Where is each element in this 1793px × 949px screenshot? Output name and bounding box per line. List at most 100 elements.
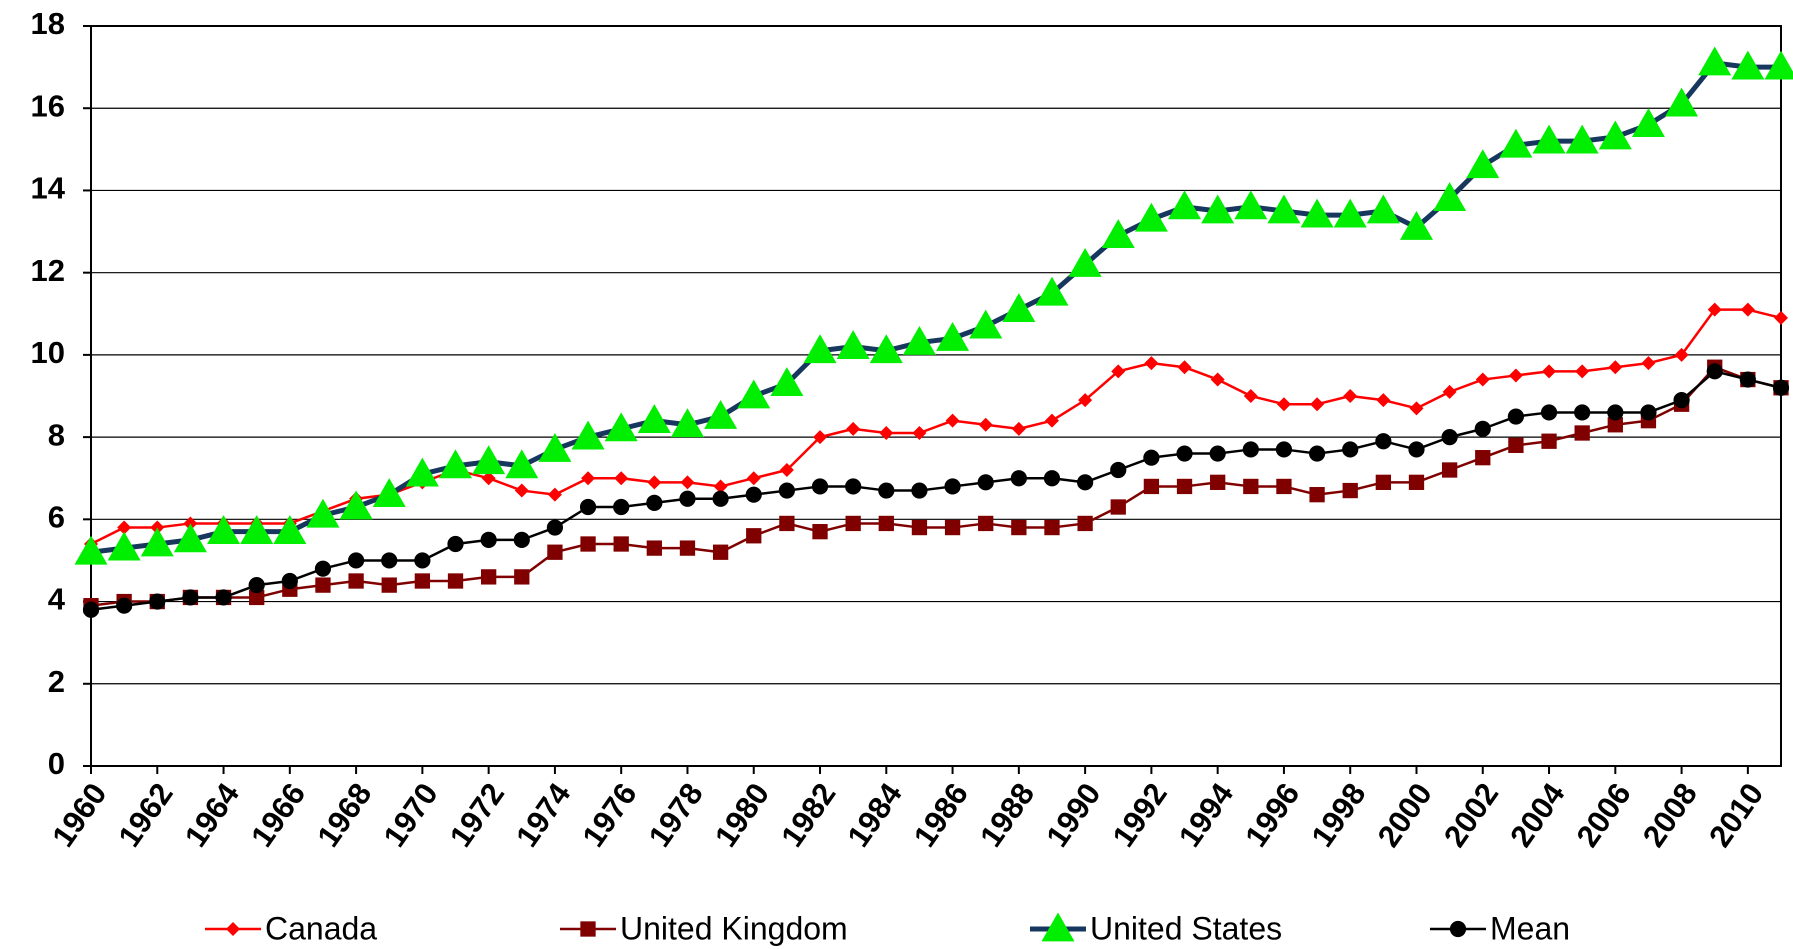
marker-circle	[414, 552, 431, 569]
marker-square	[315, 577, 331, 593]
marker-triangle	[372, 478, 406, 508]
marker-square	[1309, 487, 1325, 503]
marker-square	[1607, 417, 1623, 433]
marker-circle	[1342, 441, 1359, 458]
marker-triangle	[538, 432, 572, 462]
marker-circle	[1673, 392, 1690, 409]
marker-triangle	[1565, 124, 1599, 154]
marker-triangle	[505, 449, 539, 479]
marker-diamond	[117, 520, 132, 535]
marker-square	[1441, 462, 1458, 478]
marker-square	[812, 524, 828, 540]
marker-triangle	[1267, 194, 1301, 224]
x-tick-label: 1984	[841, 776, 910, 853]
marker-diamond	[547, 487, 562, 502]
marker-circle	[546, 519, 564, 536]
marker-square	[746, 528, 762, 544]
marker-triangle	[1499, 128, 1533, 158]
marker-triangle	[571, 420, 605, 450]
marker-square	[613, 536, 629, 552]
legend-label: Canada	[265, 910, 377, 946]
marker-triangle	[869, 334, 903, 364]
x-tick-label: 1978	[642, 777, 710, 854]
marker-diamond	[581, 471, 596, 486]
x-tick-label: 1970	[377, 777, 445, 854]
marker-diamond	[1774, 310, 1788, 325]
legend-label: United Kingdom	[620, 910, 848, 946]
marker-circle	[745, 486, 762, 503]
marker-square	[1143, 478, 1160, 495]
marker-circle	[1242, 441, 1259, 458]
marker-diamond	[1044, 413, 1059, 428]
marker-circle	[944, 478, 961, 495]
marker-square	[381, 577, 397, 593]
x-tick-label: 2004	[1503, 776, 1572, 853]
marker-diamond	[912, 426, 927, 440]
marker-triangle	[704, 400, 738, 429]
x-tick-label: 1994	[1172, 776, 1241, 853]
marker-diamond	[1343, 389, 1358, 403]
marker-circle	[149, 593, 166, 610]
marker-square	[348, 573, 364, 589]
marker-triangle	[737, 379, 771, 409]
y-tick-label: 10	[31, 335, 65, 370]
y-tick-label: 8	[48, 417, 65, 452]
marker-circle	[977, 474, 994, 491]
marker-diamond	[1210, 372, 1225, 387]
x-tick-label: 2002	[1437, 777, 1505, 854]
marker-circle	[1507, 408, 1525, 425]
marker-circle	[480, 531, 497, 548]
marker-circle	[215, 589, 232, 606]
marker-circle	[679, 490, 696, 507]
legend-item: United Kingdom	[560, 910, 848, 946]
marker-diamond	[1177, 360, 1192, 375]
marker-circle	[1275, 441, 1293, 458]
marker-circle	[1441, 429, 1458, 446]
marker-circle	[712, 490, 729, 507]
marker-square	[911, 519, 928, 536]
marker-circle	[314, 560, 332, 577]
marker-diamond	[1740, 302, 1755, 317]
legend-item: United States	[1030, 910, 1282, 946]
legend-item: Mean	[1430, 910, 1570, 946]
marker-diamond	[226, 922, 240, 936]
marker-diamond	[1310, 397, 1325, 412]
marker-square	[1243, 478, 1259, 495]
marker-square	[1110, 499, 1126, 515]
marker-square	[1210, 474, 1226, 490]
marker-diamond	[1542, 364, 1557, 379]
marker-circle	[1706, 363, 1723, 380]
marker-triangle	[1698, 46, 1732, 76]
marker-square	[779, 515, 795, 532]
series-line	[90, 370, 1782, 612]
marker-triangle	[1234, 190, 1268, 220]
marker-triangle	[74, 535, 108, 565]
marker-diamond	[1276, 397, 1291, 412]
marker-triangle	[1300, 198, 1334, 228]
x-tick-label: 2006	[1570, 777, 1638, 854]
marker-triangle	[1764, 50, 1793, 80]
y-tick-label: 6	[48, 500, 65, 535]
marker-diamond	[779, 463, 794, 477]
marker-diamond	[1442, 384, 1457, 399]
marker-diamond	[813, 430, 828, 445]
x-tick-label: 1980	[708, 777, 776, 854]
marker-circle	[1449, 920, 1467, 938]
marker-triangle	[207, 515, 241, 545]
marker-diamond	[481, 471, 496, 486]
marker-triangle	[1631, 108, 1665, 138]
marker-circle	[248, 577, 265, 594]
marker-triangle	[140, 527, 174, 557]
marker-diamond	[1409, 401, 1424, 416]
marker-diamond	[846, 421, 861, 436]
marker-triangle	[803, 334, 837, 364]
marker-square	[1276, 478, 1292, 495]
marker-circle	[1574, 404, 1591, 421]
marker-square	[1508, 437, 1524, 453]
marker-square	[646, 540, 662, 556]
marker-diamond	[1475, 372, 1490, 387]
marker-triangle	[339, 490, 373, 520]
marker-diamond	[1078, 393, 1093, 408]
marker-triangle	[405, 457, 439, 487]
x-tick-label: 2008	[1636, 777, 1704, 854]
